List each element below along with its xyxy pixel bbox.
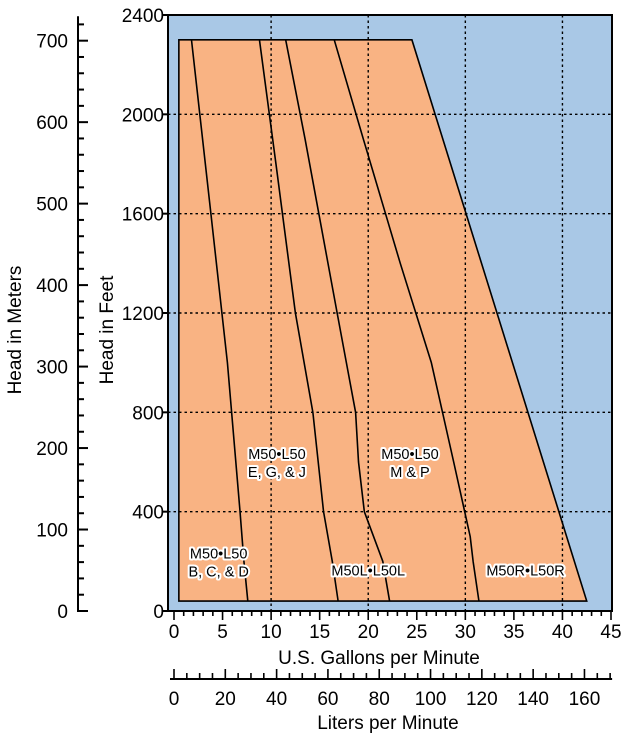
curve-label-line1: M50•L50: [381, 447, 438, 463]
x-lpm-tick-label: 20: [215, 689, 236, 710]
y-meters-tick-label: 200: [36, 439, 68, 460]
x-gpm-tick-label: 15: [309, 622, 330, 643]
curve-series: [190, 39, 480, 602]
x-axis-lpm: 0 20 40 60 80 100 120 140 160: [169, 669, 613, 710]
x-lpm-tick-label: 100: [415, 689, 447, 710]
curve-label-line1: M50•L50: [248, 447, 305, 463]
y-feet-tick-label: 800: [132, 403, 164, 424]
curve-label-line2: B, C, & D: [188, 564, 248, 580]
x-lpm-tick-label: 120: [466, 689, 498, 710]
x-lpm-tick-label: 160: [569, 689, 601, 710]
series-line: [190, 39, 249, 602]
x-lpm-tick-label: 40: [266, 689, 287, 710]
x-axis-lpm-title: Liters per Minute: [317, 713, 459, 734]
series-line: [258, 39, 339, 602]
series-line: [333, 39, 480, 602]
y-feet-tick-label: 2400: [122, 6, 164, 27]
y-axis-feet-title: Head in Feet: [97, 275, 118, 385]
curve-label-line2: E, G, & J: [248, 465, 306, 481]
x-gpm-tick-label: 0: [169, 622, 180, 643]
curve-label-line1: M50R•L50R: [486, 563, 564, 579]
y-meters-tick-label: 300: [36, 358, 68, 379]
x-gpm-tick-label: 30: [455, 622, 476, 643]
y-feet-tick-label: 1600: [122, 205, 164, 226]
y-meters-tick-label: 100: [36, 521, 68, 542]
x-gpm-tick-label: 5: [217, 622, 228, 643]
x-axis-gpm-title: U.S. Gallons per Minute: [278, 648, 480, 669]
y-meters-tick-label: 700: [36, 32, 68, 53]
grid-lines: [168, 15, 612, 611]
curve-label-line2: M & P: [390, 465, 429, 481]
y-feet-tick-label: 0: [153, 602, 164, 623]
y-axis-feet: 0 400 800 1200 1600 2000 2400: [122, 6, 168, 623]
x-axis-gpm: 0 5 10 15 20 25 30 35 40 45: [169, 611, 622, 643]
x-lpm-tick-label: 0: [169, 689, 180, 710]
y-feet-tick-label: 400: [132, 503, 164, 524]
y-axis-meters: 0 100 200 300 400 500 600 700: [36, 16, 88, 623]
y-meters-tick-label: 400: [36, 276, 68, 297]
curve-label-line1: M50•L50: [190, 546, 247, 562]
x-gpm-tick-label: 35: [503, 622, 524, 643]
series-line: [284, 39, 391, 602]
curve-label-line1: M50L•L50L: [331, 563, 405, 579]
x-lpm-tick-label: 140: [517, 689, 549, 710]
x-lpm-tick-label: 80: [369, 689, 390, 710]
x-lpm-tick-label: 60: [317, 689, 338, 710]
x-gpm-tick-label: 10: [261, 622, 282, 643]
x-gpm-tick-label: 25: [406, 622, 427, 643]
y-meters-tick-label: 500: [36, 195, 68, 216]
y-meters-tick-label: 600: [36, 113, 68, 134]
x-gpm-tick-label: 40: [552, 622, 573, 643]
y-feet-tick-label: 2000: [122, 105, 164, 126]
x-gpm-tick-label: 45: [600, 622, 621, 643]
y-meters-tick-label: 0: [57, 602, 68, 623]
y-axis-meters-title: Head in Meters: [5, 266, 26, 395]
curve-labels: M50•L50 B, C, & D M50•L50 E, G, & J M50•L50 M…: [186, 445, 566, 582]
x-gpm-tick-label: 20: [358, 622, 379, 643]
y-feet-tick-label: 1200: [122, 304, 164, 325]
